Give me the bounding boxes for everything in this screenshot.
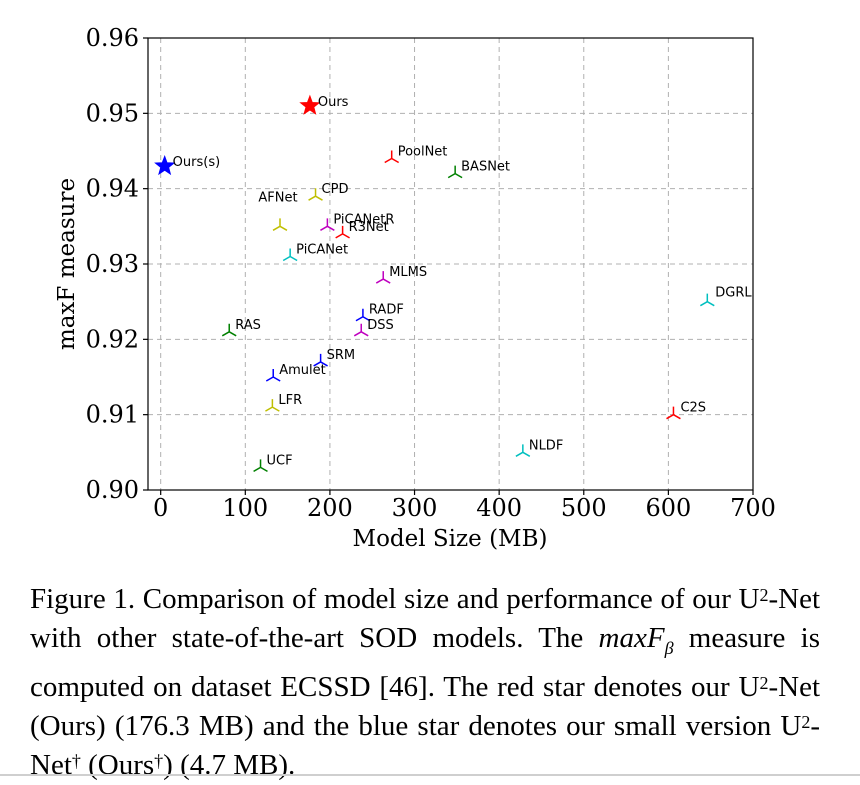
figure-caption: Figure 1. Comparison of model size and p… bbox=[30, 583, 820, 781]
star-marker bbox=[154, 154, 176, 176]
tri-marker bbox=[282, 248, 298, 262]
point-label: Ours(s) bbox=[173, 155, 221, 170]
x-tick-label: 0 bbox=[153, 494, 168, 522]
tri-marker bbox=[375, 271, 391, 284]
point-label: DGRL bbox=[715, 286, 752, 301]
point-label: C2S bbox=[680, 401, 706, 416]
y-axis-label: maxF measure bbox=[54, 178, 80, 350]
point-lfr: LFR bbox=[265, 393, 302, 412]
point-ras: RAS bbox=[221, 318, 261, 337]
tri-marker bbox=[515, 444, 531, 457]
tri-marker bbox=[265, 369, 281, 382]
point-label: NLDF bbox=[529, 438, 563, 453]
point-label: PiCANetR bbox=[333, 212, 394, 227]
tri-marker bbox=[353, 323, 369, 337]
point-label: R3Net bbox=[349, 220, 389, 235]
x-axis-label: Model Size (MB) bbox=[353, 526, 548, 552]
y-tick-label: 0.91 bbox=[86, 401, 139, 429]
tri-marker bbox=[666, 406, 681, 420]
point-ucf: UCF bbox=[253, 453, 293, 473]
point-amulet: Amulet bbox=[265, 363, 326, 382]
point-label: PoolNet bbox=[398, 145, 448, 160]
y-tick-label: 0.95 bbox=[86, 99, 139, 127]
x-tick-label: 100 bbox=[222, 494, 268, 522]
point-label: RAS bbox=[235, 318, 261, 333]
point-srm: SRM bbox=[313, 348, 356, 367]
tri-marker bbox=[313, 353, 328, 367]
point-picanetr: PiCANetR bbox=[320, 212, 394, 231]
y-tick-label: 0.92 bbox=[86, 325, 139, 353]
y-tick-label: 0.96 bbox=[86, 24, 139, 52]
tri-marker bbox=[265, 399, 280, 412]
tri-marker bbox=[384, 150, 400, 164]
data-points: OursOurs(s)PoolNetBASNetCPDAFNetPiCANetR… bbox=[154, 94, 752, 473]
point-picanet: PiCANet bbox=[282, 242, 348, 262]
tri-marker bbox=[320, 218, 335, 231]
star-marker bbox=[299, 94, 321, 115]
point-label: DSS bbox=[367, 318, 394, 333]
point-dgrl: DGRL bbox=[699, 286, 752, 307]
y-tick-label: 0.94 bbox=[86, 175, 139, 203]
tri-marker bbox=[355, 308, 371, 322]
tri-marker bbox=[253, 459, 268, 473]
point-poolnet: PoolNet bbox=[384, 145, 448, 164]
tri-marker bbox=[308, 188, 323, 201]
point-label: LFR bbox=[278, 393, 302, 408]
point-mlms: MLMS bbox=[375, 265, 427, 284]
grid bbox=[148, 38, 753, 490]
point-label: CPD bbox=[322, 182, 349, 197]
x-tick-label: 400 bbox=[476, 494, 522, 522]
x-tick-label: 300 bbox=[392, 494, 438, 522]
point-label: MLMS bbox=[389, 265, 427, 280]
axis-ticks: 0 100 200 300 400 500 600 700 0.90 0.91 0.92 0.93 0.… bbox=[86, 24, 776, 522]
point-label: Ours bbox=[318, 95, 349, 110]
point-label: SRM bbox=[327, 348, 356, 363]
tri-marker bbox=[335, 225, 350, 239]
point-label: Amulet bbox=[279, 363, 326, 378]
point-nldf: NLDF bbox=[515, 438, 563, 457]
point-dss: DSS bbox=[353, 318, 394, 337]
point-ours-s-: Ours(s) bbox=[154, 154, 221, 176]
x-tick-label: 600 bbox=[645, 494, 691, 522]
tri-marker bbox=[447, 165, 463, 179]
point-basnet: BASNet bbox=[447, 160, 510, 179]
point-label: BASNet bbox=[461, 160, 510, 175]
point-label: UCF bbox=[267, 453, 293, 468]
point-label: RADF bbox=[369, 303, 404, 318]
bottom-divider bbox=[0, 774, 860, 776]
point-r3net: R3Net bbox=[335, 220, 389, 239]
y-tick-label: 0.90 bbox=[86, 476, 139, 504]
tri-marker bbox=[272, 218, 288, 231]
point-radf: RADF bbox=[355, 303, 404, 322]
point-c2s: C2S bbox=[666, 401, 706, 420]
point-afnet: AFNet bbox=[258, 190, 298, 231]
x-tick-label: 700 bbox=[730, 494, 776, 522]
point-label: PiCANet bbox=[296, 242, 348, 257]
point-label: AFNet bbox=[258, 190, 297, 205]
point-ours: Ours bbox=[299, 94, 349, 115]
tri-marker bbox=[699, 293, 715, 307]
tri-marker bbox=[221, 323, 237, 337]
x-tick-label: 200 bbox=[307, 494, 353, 522]
scatter-chart: 0 100 200 300 400 500 600 700 0.90 0.91 0.92 0.93 0.… bbox=[54, 24, 776, 552]
x-tick-label: 500 bbox=[561, 494, 607, 522]
point-cpd: CPD bbox=[308, 182, 349, 201]
y-tick-label: 0.93 bbox=[86, 250, 139, 278]
